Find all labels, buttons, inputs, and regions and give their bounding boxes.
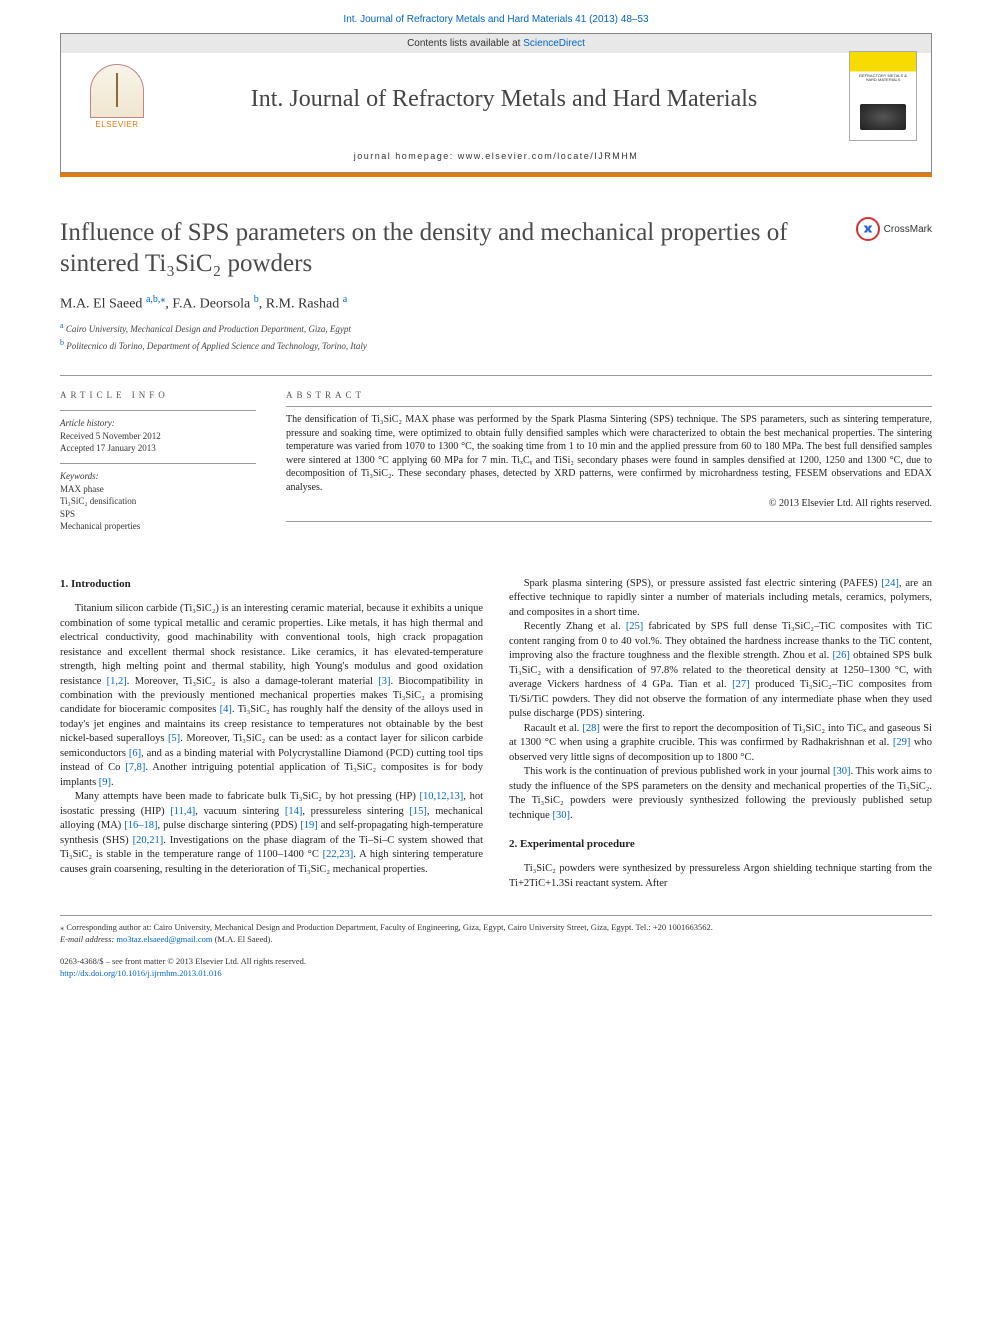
running-head: Int. Journal of Refractory Metals and Ha… (0, 0, 992, 33)
abstract-text: The densification of Ti₃SiC₂ MAX phase w… (286, 413, 932, 494)
s1-p5: Racault et al. [28] were the first to re… (509, 722, 932, 765)
email-label: E-mail address: (60, 934, 116, 944)
abstract-heading: abstract (286, 390, 932, 400)
body-text: 1. Introduction Titanium silicon carbide… (60, 577, 932, 891)
section-2-heading: 2. Experimental procedure (509, 837, 932, 852)
journal-header: Contents lists available at ScienceDirec… (60, 33, 932, 173)
journal-homepage: journal homepage: www.elsevier.com/locat… (61, 133, 931, 167)
abstract-copyright: © 2013 Elsevier Ltd. All rights reserved… (286, 498, 932, 509)
authors: M.A. El Saeed a,b,⁎, F.A. Deorsola b, R.… (60, 294, 932, 313)
abstract-bottom-rule (286, 521, 932, 522)
contents-bar: Contents lists available at ScienceDirec… (61, 34, 931, 53)
affiliations: a Cairo University, Mechanical Design an… (60, 320, 932, 353)
corr-text: ⁎ Corresponding author at: Cairo Univers… (60, 922, 932, 934)
aff-a-text: Cairo University, Mechanical Design and … (64, 324, 351, 334)
keyword-2: Ti₃SiC₂ densification (60, 495, 256, 508)
article-info-heading: article info (60, 390, 256, 400)
s1-p1: Titanium silicon carbide (Ti₃SiC₂) is an… (60, 602, 483, 790)
author-3-aff: a (343, 294, 347, 305)
keyword-1: MAX phase (60, 483, 256, 496)
copyright-bottom: 0263-4368/$ – see front matter © 2013 El… (60, 956, 932, 980)
s1-p3: Spark plasma sintering (SPS), or pressur… (509, 577, 932, 620)
keyword-4: Mechanical properties (60, 520, 256, 533)
s1-p4: Recently Zhang et al. [25] fabricated by… (509, 620, 932, 721)
crossmark-badge[interactable]: CrossMark (856, 217, 932, 241)
author-2: , F.A. Deorsola (165, 296, 253, 311)
issn-line: 0263-4368/$ – see front matter © 2013 El… (60, 956, 932, 968)
journal-cover-title: REFRACTORY METALS & HARD MATERIALS (854, 74, 912, 83)
corr-email[interactable]: mo3taz.elsaeed@gmail.com (116, 934, 212, 944)
elsevier-tree-icon (90, 64, 144, 118)
author-3: , R.M. Rashad (259, 296, 343, 311)
elsevier-label: ELSEVIER (95, 120, 138, 129)
email-owner: (M.A. El Saeed). (212, 934, 272, 944)
sciencedirect-link[interactable]: ScienceDirect (523, 38, 585, 49)
abstract-rule (286, 406, 932, 407)
author-1: M.A. El Saeed (60, 296, 146, 311)
journal-cover-image (860, 104, 906, 130)
article-history: Article history: Received 5 November 201… (60, 410, 256, 455)
paper-title: Influence of SPS parameters on the densi… (60, 217, 932, 280)
section-1-heading: 1. Introduction (60, 577, 483, 592)
s1-p6: This work is the continuation of previou… (509, 765, 932, 823)
corresponding-footer: ⁎ Corresponding author at: Cairo Univers… (60, 915, 932, 946)
journal-title: Int. Journal of Refractory Metals and Ha… (159, 74, 849, 113)
doi-link[interactable]: http://dx.doi.org/10.1016/j.ijrmhm.2013.… (60, 968, 222, 978)
keywords-head: Keywords: (60, 470, 256, 483)
s1-p2: Many attempts have been made to fabricat… (60, 790, 483, 877)
elsevier-logo: ELSEVIER (75, 48, 159, 144)
article-received: Received 5 November 2012 (60, 430, 256, 443)
aff-b-text: Politecnico di Torino, Department of App… (64, 341, 367, 351)
s2-p1: Ti₃SiC₂ powders were synthesized by pres… (509, 862, 932, 891)
keywords-block: Keywords: MAX phase Ti₃SiC₂ densificatio… (60, 463, 256, 533)
crossmark-icon (856, 217, 880, 241)
journal-cover-thumbnail: REFRACTORY METALS & HARD MATERIALS (849, 51, 917, 141)
contents-text: Contents lists available at (407, 38, 523, 49)
keyword-3: SPS (60, 508, 256, 521)
author-1-aff: a,b, (146, 294, 160, 305)
article-history-head: Article history: (60, 417, 256, 430)
article-accepted: Accepted 17 January 2013 (60, 442, 256, 455)
crossmark-label: CrossMark (884, 224, 932, 235)
